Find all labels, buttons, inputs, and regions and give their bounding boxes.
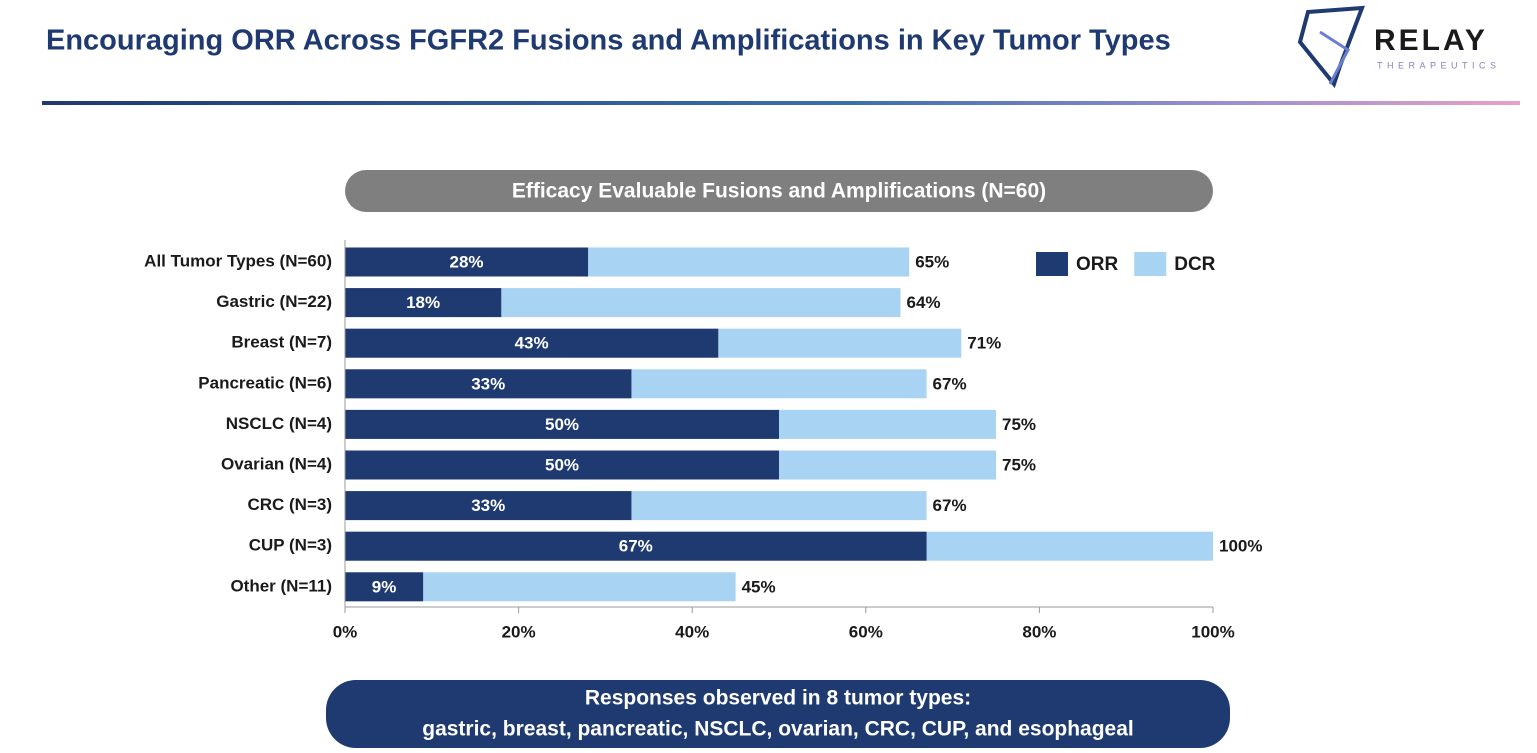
x-tick-label: 20% bbox=[502, 622, 536, 641]
category-label: CRC (N=3) bbox=[247, 495, 332, 514]
orr-bar bbox=[345, 572, 424, 602]
footer-line: Responses observed in 8 tumor types: bbox=[585, 687, 971, 710]
dcr-value-label: 67% bbox=[933, 374, 967, 393]
category-label: Ovarian (N=4) bbox=[221, 454, 332, 473]
dcr-value-label: 65% bbox=[915, 252, 949, 271]
orr-value-label: 67% bbox=[619, 537, 653, 556]
orr-value-label: 43% bbox=[515, 334, 549, 353]
dcr-value-label: 45% bbox=[742, 577, 776, 596]
category-label: Breast (N=7) bbox=[231, 333, 332, 352]
orr-bar bbox=[345, 531, 927, 561]
x-tick-label: 80% bbox=[1022, 622, 1056, 641]
orr-bar bbox=[345, 288, 502, 318]
dcr-value-label: 71% bbox=[967, 334, 1001, 353]
orr-bar bbox=[345, 328, 719, 358]
category-label: Pancreatic (N=6) bbox=[198, 373, 332, 392]
logo-mark bbox=[1319, 30, 1350, 85]
orr-value-label: 50% bbox=[545, 415, 579, 434]
chart-header-pill bbox=[345, 170, 1213, 212]
orr-bar bbox=[345, 409, 779, 439]
legend-swatch bbox=[1036, 252, 1068, 276]
category-label: All Tumor Types (N=60) bbox=[144, 251, 332, 270]
legend-label: ORR bbox=[1076, 254, 1119, 275]
dcr-value-label: 64% bbox=[907, 293, 941, 312]
category-label: NSCLC (N=4) bbox=[226, 414, 332, 433]
x-tick-label: 40% bbox=[675, 622, 709, 641]
orr-value-label: 9% bbox=[372, 577, 397, 596]
logo-name: RELAY bbox=[1374, 24, 1488, 57]
orr-value-label: 50% bbox=[545, 455, 579, 474]
legend-swatch bbox=[1134, 252, 1167, 276]
category-label: Other (N=11) bbox=[230, 576, 332, 595]
category-label: CUP (N=3) bbox=[249, 536, 332, 555]
chart-title: Efficacy Evaluable Fusions and Amplifica… bbox=[512, 180, 1046, 203]
footer-pill bbox=[326, 680, 1230, 748]
dcr-value-label: 100% bbox=[1219, 537, 1262, 556]
x-tick-label: 60% bbox=[849, 622, 883, 641]
dcr-value-label: 75% bbox=[1002, 415, 1036, 434]
legend-label: DCR bbox=[1174, 254, 1215, 275]
orr-bar bbox=[345, 369, 632, 399]
dcr-value-label: 67% bbox=[933, 496, 967, 515]
orr-bar bbox=[345, 450, 779, 480]
category-label: Gastric (N=22) bbox=[216, 292, 332, 311]
page-title: Encouraging ORR Across FGFR2 Fusions and… bbox=[46, 25, 1171, 57]
title-rule bbox=[42, 101, 1520, 105]
orr-bar bbox=[345, 491, 632, 521]
logo-mark bbox=[1297, 5, 1365, 89]
logo: RELAY THERAPEUTICS bbox=[1297, 5, 1501, 89]
orr-value-label: 33% bbox=[471, 496, 505, 515]
x-tick-label: 100% bbox=[1191, 622, 1234, 641]
x-tick-label: 0% bbox=[333, 622, 358, 641]
orr-bar bbox=[345, 247, 589, 277]
orr-value-label: 28% bbox=[450, 252, 484, 271]
dcr-value-label: 75% bbox=[1002, 455, 1036, 474]
orr-value-label: 33% bbox=[471, 374, 505, 393]
footer-line: gastric, breast, pancreatic, NSCLC, ovar… bbox=[422, 718, 1134, 741]
logo-tagline: THERAPEUTICS bbox=[1377, 60, 1501, 70]
orr-value-label: 18% bbox=[406, 293, 440, 312]
